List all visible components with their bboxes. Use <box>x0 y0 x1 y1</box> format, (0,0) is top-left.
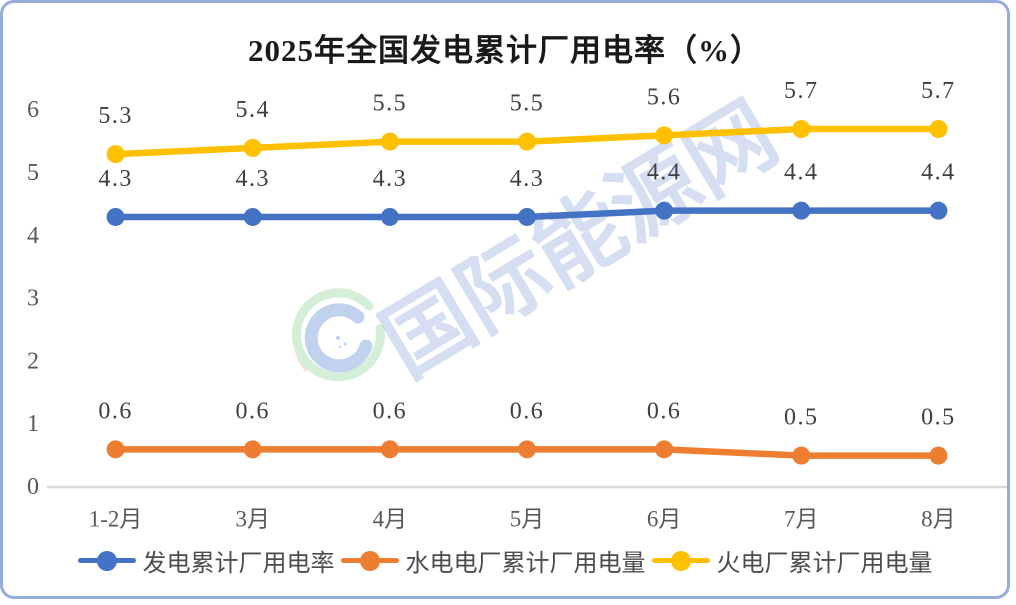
data-point[interactable] <box>655 440 674 459</box>
data-label: 0.6 <box>235 398 270 424</box>
data-label: 4.4 <box>784 160 819 186</box>
data-point[interactable] <box>792 446 811 465</box>
y-tick-label: 6 <box>27 97 39 123</box>
x-tick-label: 5月 <box>510 507 545 532</box>
y-tick-label: 1 <box>27 411 39 437</box>
data-label: 0.6 <box>647 398 682 424</box>
chart-title: 2025年全国发电累计厂用电率（%） <box>248 33 762 68</box>
data-point[interactable] <box>929 120 948 139</box>
data-point[interactable] <box>792 201 811 220</box>
legend-marker-icon <box>651 550 710 572</box>
data-point[interactable] <box>792 120 811 139</box>
data-label: 0.6 <box>510 398 545 424</box>
data-point[interactable] <box>106 440 125 459</box>
legend-marker-icon <box>77 550 136 572</box>
x-tick-label: 1-2月 <box>89 507 143 532</box>
data-label: 5.5 <box>510 91 545 117</box>
y-tick-label: 2 <box>27 348 39 374</box>
data-point[interactable] <box>929 446 948 465</box>
legend-label: 发电累计厂用电率 <box>142 551 335 577</box>
data-label: 5.3 <box>98 103 133 129</box>
y-tick-label: 0 <box>27 474 39 500</box>
data-point[interactable] <box>518 132 536 151</box>
y-tick-label: 4 <box>27 223 39 249</box>
y-tick-label: 5 <box>27 160 39 186</box>
data-point[interactable] <box>243 440 262 459</box>
data-label: 4.3 <box>510 166 545 192</box>
data-label: 5.6 <box>647 84 682 110</box>
x-tick-label: 3月 <box>235 507 270 532</box>
data-label: 4.3 <box>235 166 270 192</box>
data-label: 0.6 <box>98 398 133 424</box>
data-label: 4.3 <box>373 166 408 192</box>
legend-label: 水电电厂累计厂用电量 <box>405 551 646 577</box>
data-point[interactable] <box>106 207 125 226</box>
data-point[interactable] <box>106 145 125 164</box>
data-label: 5.7 <box>784 78 819 104</box>
data-label: 0.5 <box>784 405 819 431</box>
legend: 发电累计厂用电率 水电电厂累计厂用电量 火电厂累计厂用电量 <box>3 543 1007 578</box>
x-tick-label: 8月 <box>921 507 956 532</box>
legend-item[interactable]: 发电累计厂用电率 <box>77 543 335 578</box>
data-point[interactable] <box>929 201 948 220</box>
data-label: 5.7 <box>921 78 956 104</box>
plot-area: 0 1 2 3 4 5 6 1-2月 3月 4月 5月 6月 7月 8月 4.3 4.3 4.3 4.3 4.4 4.… <box>27 78 1007 532</box>
data-label: 0.6 <box>373 398 408 424</box>
data-label: 0.5 <box>921 405 956 431</box>
legend-marker-icon <box>340 550 399 572</box>
data-point[interactable] <box>655 126 674 145</box>
x-tick-label: 4月 <box>373 507 408 532</box>
data-label: 4.4 <box>647 160 682 186</box>
y-tick-label: 3 <box>27 286 39 312</box>
data-point[interactable] <box>243 207 262 226</box>
data-label: 4.3 <box>98 166 133 192</box>
data-label: 5.5 <box>373 91 408 117</box>
data-label: 5.4 <box>235 97 270 123</box>
data-point[interactable] <box>380 440 399 459</box>
data-point[interactable] <box>243 138 262 157</box>
data-point[interactable] <box>518 440 536 459</box>
data-point[interactable] <box>380 207 399 226</box>
data-point[interactable] <box>655 201 674 220</box>
legend-item[interactable]: 火电厂累计厂用电量 <box>651 543 933 578</box>
x-tick-label: 7月 <box>784 507 819 532</box>
data-point[interactable] <box>380 132 399 151</box>
x-tick-label: 6月 <box>647 507 682 532</box>
data-point[interactable] <box>518 207 536 226</box>
legend-item[interactable]: 水电电厂累计厂用电量 <box>340 543 646 578</box>
data-label: 4.4 <box>921 160 956 186</box>
legend-label: 火电厂累计厂用电量 <box>716 551 933 577</box>
